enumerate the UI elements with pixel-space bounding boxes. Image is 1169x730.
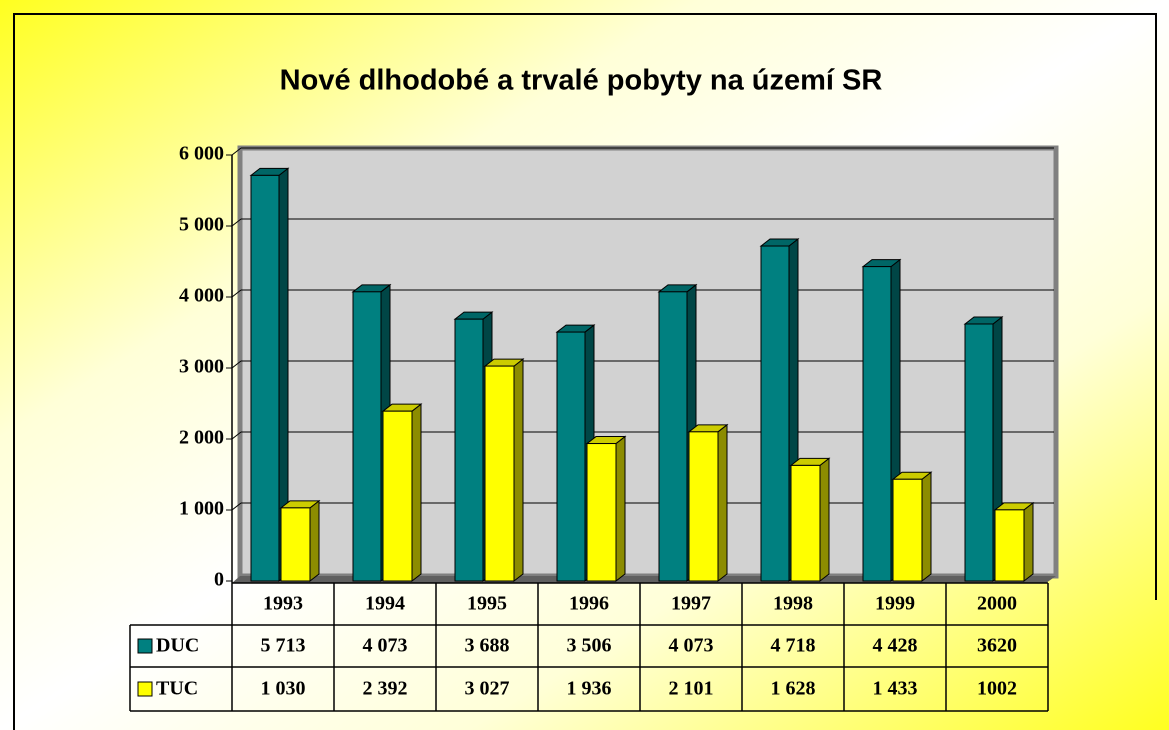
- table-value: 1 628: [771, 678, 816, 700]
- x-tick-label: 2000: [977, 593, 1017, 615]
- bar: [658, 291, 688, 582]
- table-value: 3 688: [465, 635, 510, 657]
- bar: [250, 174, 280, 582]
- bar: [964, 323, 994, 582]
- table-value: 1 030: [261, 678, 306, 700]
- chart-title: Nové dlhodobé a trvalé pobyty na území S…: [280, 65, 883, 97]
- legend-key: [137, 638, 153, 654]
- grid-line: [231, 360, 242, 369]
- bar: [586, 443, 617, 582]
- grid-line: [231, 502, 242, 511]
- x-tick-label: 1994: [365, 593, 405, 615]
- x-tick-label: 1993: [263, 593, 303, 615]
- bar-side: [513, 358, 524, 583]
- grid-line: [231, 289, 242, 298]
- x-tick-label: 1996: [569, 593, 609, 615]
- bar: [454, 318, 484, 582]
- y-tick-label: 5 000: [179, 214, 224, 236]
- grid-line: [231, 147, 242, 156]
- y-tick-label: 1 000: [179, 498, 224, 520]
- table-value: 4 718: [771, 635, 816, 657]
- table-value: 2 101: [669, 678, 714, 700]
- x-tick-label: 1999: [875, 593, 915, 615]
- bar-side: [615, 435, 626, 583]
- bar: [790, 464, 821, 582]
- bar-side: [717, 423, 728, 583]
- bar-side: [819, 457, 830, 583]
- table-value: 3620: [977, 635, 1017, 657]
- table-value: 4 073: [363, 635, 408, 657]
- legend-key: [137, 681, 153, 697]
- table-value: 3 027: [465, 678, 510, 700]
- table-value: 3 506: [567, 635, 612, 657]
- table-value: 1002: [977, 678, 1017, 700]
- table-value: 4 428: [873, 635, 918, 657]
- frame: [13, 13, 1157, 730]
- y-tick-label: 4 000: [179, 285, 224, 307]
- table-value: 4 073: [669, 635, 714, 657]
- bar-side: [411, 403, 422, 583]
- x-tick-label: 1997: [671, 593, 711, 615]
- legend-label: TUC: [156, 678, 198, 700]
- bar: [556, 331, 586, 582]
- bar: [688, 431, 719, 582]
- legend-label: DUC: [156, 635, 199, 657]
- table-value: 2 392: [363, 678, 408, 700]
- table-value: 1 936: [567, 678, 612, 700]
- x-tick-label: 1995: [467, 593, 507, 615]
- table-value: 5 713: [261, 635, 306, 657]
- bar: [760, 245, 790, 582]
- bar: [280, 507, 311, 582]
- floor: [232, 576, 1056, 583]
- x-tick-label: 1998: [773, 593, 813, 615]
- bar: [994, 509, 1025, 582]
- bar: [382, 410, 413, 582]
- y-tick-label: 0: [214, 569, 224, 591]
- bar: [862, 266, 892, 582]
- y-tick-label: 6 000: [179, 143, 224, 165]
- table-value: 1 433: [873, 678, 918, 700]
- bar: [484, 365, 515, 582]
- bar-side: [1023, 501, 1034, 583]
- y-tick-label: 2 000: [179, 427, 224, 449]
- grid-line: [231, 431, 242, 440]
- y-tick-label: 3 000: [179, 356, 224, 378]
- bar-side: [309, 499, 320, 583]
- grid-line: [231, 218, 242, 227]
- bar-side: [921, 471, 932, 583]
- bar: [892, 478, 923, 582]
- bar: [352, 291, 382, 582]
